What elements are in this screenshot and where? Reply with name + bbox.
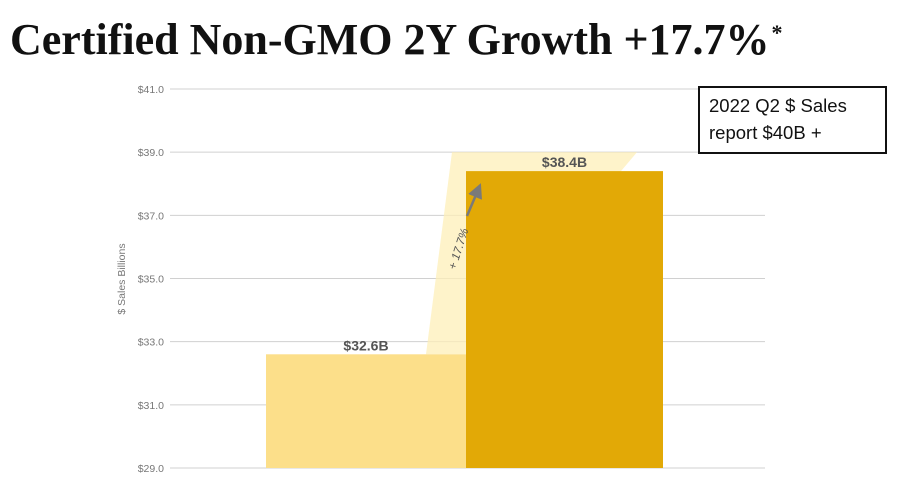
- y-tick-label: $31.0: [138, 400, 164, 412]
- y-axis-label: $ Sales Billions: [116, 243, 128, 314]
- y-tick-label: $37.0: [138, 210, 164, 222]
- y-tick-label: $35.0: [138, 274, 164, 286]
- title-text: Certified Non-GMO 2Y Growth +17.7%: [10, 15, 770, 64]
- growth-arrow: [465, 183, 482, 217]
- note-line-1: 2022 Q2 $ Sales: [709, 95, 847, 116]
- y-tick-label: $41.0: [138, 84, 164, 96]
- bar-data-label: $38.4B: [542, 154, 587, 170]
- title-asterisk: *: [771, 20, 783, 45]
- bars: [266, 171, 663, 468]
- note-line-2: report $40B +: [709, 122, 822, 143]
- y-axis-ticks: $29.0 $31.0 $33.0 $35.0 $37.0 $39.0 $41.0: [138, 84, 164, 475]
- sales-note-box: 2022 Q2 $ Sales report $40B +: [698, 86, 887, 154]
- data-labels: $32.6B $38.4B: [343, 154, 587, 353]
- bar: [466, 171, 663, 468]
- y-tick-label: $29.0: [138, 463, 164, 475]
- y-tick-label: $39.0: [138, 147, 164, 159]
- bar-data-label: $32.6B: [343, 337, 388, 353]
- page-title: Certified Non-GMO 2Y Growth +17.7%*: [10, 2, 783, 71]
- bar: [266, 354, 466, 468]
- y-tick-label: $33.0: [138, 337, 164, 349]
